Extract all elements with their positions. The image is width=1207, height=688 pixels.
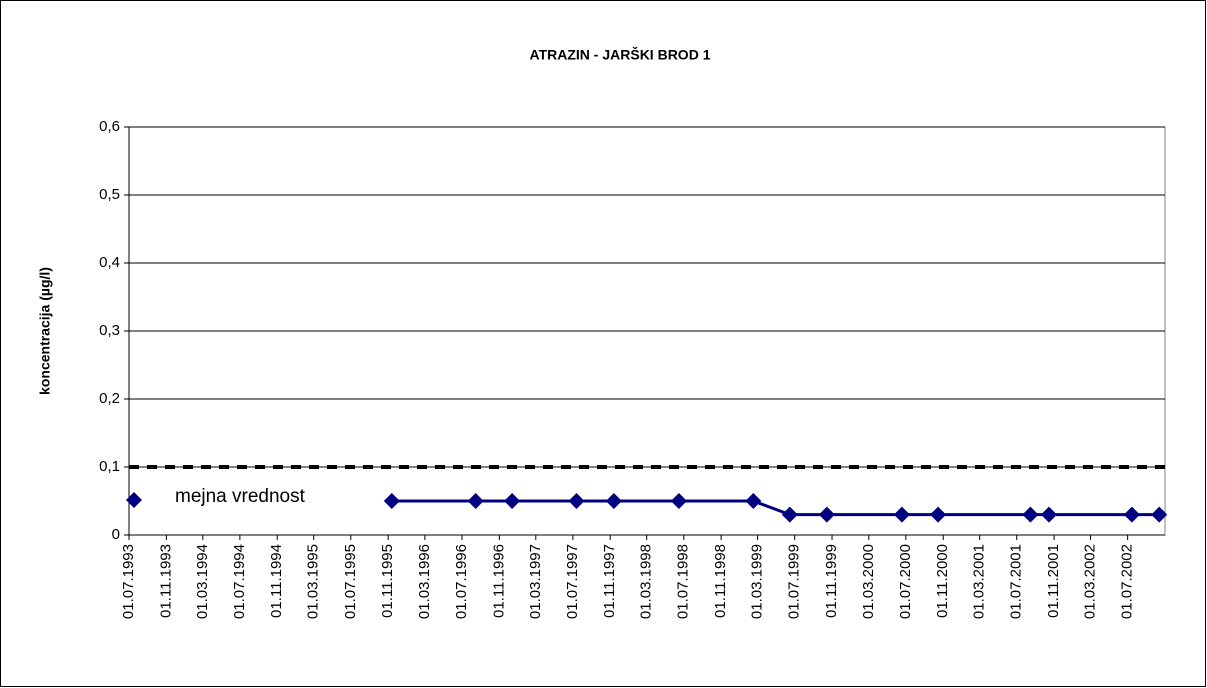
x-tick-label: 01.03.2001 [971, 544, 988, 619]
y-axis-label: koncentracija (µg/l) [37, 267, 53, 395]
y-tick-label: 0,1 [99, 458, 120, 475]
x-tick-label: 01.03.1996 [416, 544, 433, 619]
data-point [504, 493, 521, 509]
x-tick-label: 01.11.1995 [379, 544, 396, 618]
x-tick-label: 01.11.1998 [712, 544, 729, 618]
data-point [1022, 506, 1039, 523]
data-point [745, 493, 762, 509]
x-tick-label: 01.11.1997 [601, 544, 618, 618]
legend-label: mejna vrednost [175, 486, 306, 507]
y-tick-label: 0,3 [99, 322, 120, 339]
x-tick-label: 01.07.1996 [453, 544, 470, 619]
y-tick-label: 0,5 [99, 186, 120, 203]
x-tick-label: 01.07.2000 [897, 544, 914, 619]
x-tick-label: 01.11.2001 [1045, 544, 1062, 618]
data-point [467, 493, 484, 509]
x-tick-label: 01.07.1995 [342, 544, 359, 619]
x-tick-label: 01.03.1995 [305, 544, 322, 619]
x-tick-label: 01.03.2000 [860, 544, 877, 619]
y-tick-label: 0,6 [99, 118, 120, 135]
x-tick-label: 01.07.1997 [564, 544, 581, 619]
data-point [1151, 506, 1168, 523]
x-tick-label: 01.07.2001 [1008, 544, 1025, 619]
x-tick-label: 01.07.1994 [231, 544, 248, 619]
x-tick-label: 01.11.1999 [823, 544, 840, 618]
x-tick-label: 01.11.1993 [157, 544, 174, 618]
x-tick-label: 01.03.1994 [194, 544, 211, 619]
data-point [1123, 506, 1140, 523]
y-tick-label: 0,4 [99, 254, 120, 271]
legend-marker [126, 492, 142, 508]
data-point [670, 493, 687, 509]
x-tick-label: 01.11.1994 [268, 544, 285, 618]
x-tick-label: 01.07.2002 [1119, 544, 1136, 619]
data-point [930, 506, 947, 523]
data-point [605, 493, 622, 509]
data-point [818, 506, 835, 523]
x-tick-label: 01.03.1999 [749, 544, 766, 619]
x-tick-label: 01.11.2000 [934, 544, 951, 618]
y-tick-label: 0 [112, 526, 120, 543]
y-tick-label: 0,2 [99, 390, 120, 407]
data-point [781, 506, 798, 523]
data-point [893, 506, 910, 523]
data-point [1040, 506, 1057, 523]
x-tick-label: 01.07.1998 [675, 544, 692, 619]
x-tick-label: 01.03.1997 [527, 544, 544, 619]
data-point [383, 493, 400, 509]
x-tick-label: 01.07.1993 [120, 544, 137, 619]
x-tick-label: 01.03.2002 [1082, 544, 1099, 619]
chart-title: ATRAZIN - JARŠKI BROD 1 [530, 46, 711, 63]
x-tick-label: 01.07.1999 [786, 544, 803, 619]
data-point [568, 493, 585, 509]
x-tick-label: 01.11.1996 [490, 544, 507, 618]
x-tick-label: 01.03.1998 [638, 544, 655, 619]
